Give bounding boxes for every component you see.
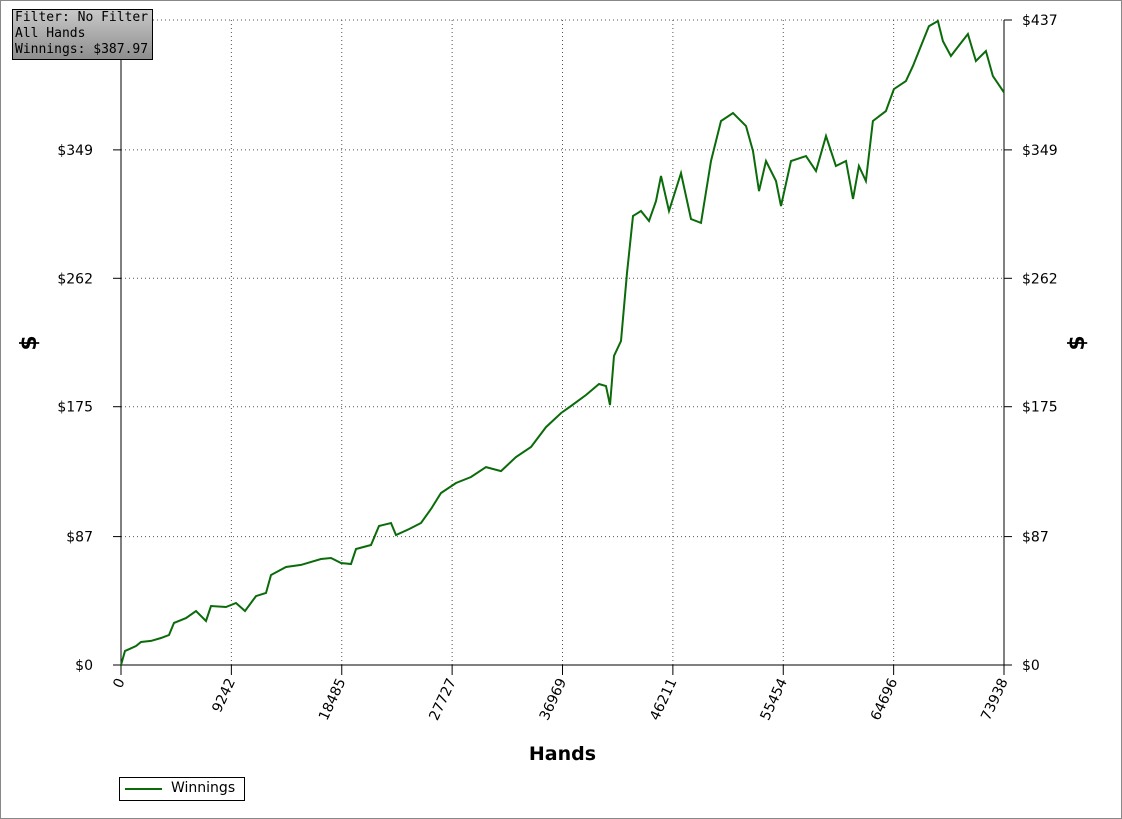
y2-tick-label: $437 [1022, 13, 1058, 29]
x-tick-label: 46211 [647, 676, 680, 723]
y-tick-label: $0 [75, 658, 93, 674]
legend-swatch-box [125, 788, 162, 790]
x-tick-label: 9242 [209, 676, 239, 715]
x-axis-title: Hands [529, 743, 596, 765]
legend-label: Winnings [171, 780, 236, 796]
y-tick-label: $349 [57, 143, 93, 159]
y-tick-label: $262 [57, 271, 93, 287]
y-tick-label: $87 [66, 530, 93, 546]
legend: Winnings [119, 777, 245, 801]
y2-axis-title: $ [1065, 335, 1090, 350]
x-tick-label: 27727 [426, 676, 459, 723]
x-tick-label: 36969 [537, 676, 570, 723]
info-line: All Hands [15, 26, 86, 41]
y2-tick-label: $349 [1022, 143, 1058, 159]
info-line: Filter: No Filter [15, 10, 149, 25]
y-axis-title: $ [17, 335, 42, 350]
x-tick-label: 0 [110, 676, 128, 691]
x-tick-label: 18485 [316, 676, 349, 723]
info-box: Filter: No Filter All Hands Winnings: $3… [12, 9, 153, 60]
y2-tick-label: $87 [1022, 530, 1049, 546]
x-tick-label: 64696 [868, 676, 901, 723]
x-tick-label: 73938 [978, 676, 1011, 723]
x-tick-label: 55454 [758, 676, 791, 723]
y-tick-label: $175 [57, 400, 93, 416]
series-line [120, 19, 1005, 666]
y2-tick-label: $175 [1022, 400, 1058, 416]
y2-tick-label: $0 [1022, 658, 1040, 674]
info-line: Winnings: $387.97 [15, 42, 149, 57]
y2-tick-label: $262 [1022, 271, 1058, 287]
